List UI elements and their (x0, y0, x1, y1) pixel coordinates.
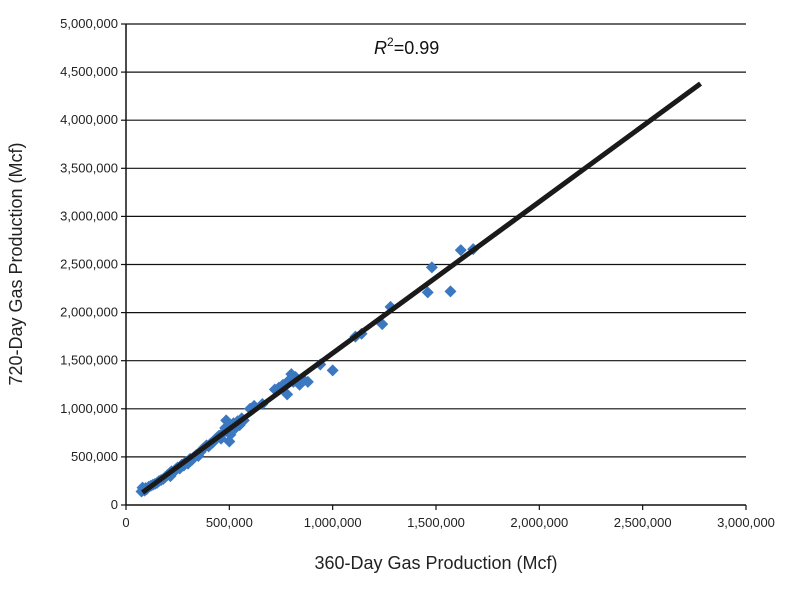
data-point-69 (301, 375, 314, 388)
x-tick-label-6: 3,000,000 (717, 515, 775, 530)
data-point-71 (326, 364, 339, 377)
y-tick-label-1: 500,000 (71, 449, 118, 464)
r-superscript: 2 (387, 35, 394, 49)
trendline (141, 81, 703, 495)
y-tick-labels: 0 500,000 1,000,000 1,500,000 2,000,000 2,500… (60, 16, 118, 512)
data-point-76 (421, 286, 434, 299)
y-tick-label-7: 3,500,000 (60, 160, 118, 175)
y-tick-label-4: 2,000,000 (60, 305, 118, 320)
x-tick-label-4: 2,000,000 (510, 515, 568, 530)
y-tick-label-8: 4,000,000 (60, 112, 118, 127)
x-tick-label-3: 1,500,000 (407, 515, 465, 530)
y-tick-label-0: 0 (111, 497, 118, 512)
y-tick-label-5: 2,500,000 (60, 257, 118, 272)
x-tick-labels: 0 500,000 1,000,000 1,500,000 2,000,000 2,500… (122, 515, 775, 530)
data-point-79 (454, 244, 467, 257)
x-tick-label-1: 500,000 (206, 515, 253, 530)
x-tick-label-0: 0 (122, 515, 129, 530)
x-axis-title: 360-Day Gas Production (Mcf) (314, 553, 557, 573)
data-point-77 (425, 261, 438, 274)
y-tick-label-2: 1,000,000 (60, 401, 118, 416)
y-tick-label-10: 5,000,000 (60, 16, 118, 31)
y-tick-label-3: 1,500,000 (60, 353, 118, 368)
y-axis-title: 720-Day Gas Production (Mcf) (6, 142, 26, 385)
axes (121, 23, 747, 510)
grid-lines (126, 23, 746, 458)
r-value: =0.99 (394, 38, 440, 58)
y-tick-label-9: 4,500,000 (60, 64, 118, 79)
x-tick-label-5: 2,500,000 (614, 515, 672, 530)
x-tick-label-2: 1,000,000 (304, 515, 362, 530)
r-squared-annotation: R2=0.99 (374, 35, 439, 58)
data-point-78 (444, 285, 457, 298)
y-tick-label-6: 3,000,000 (60, 208, 118, 223)
trendline-group (141, 81, 703, 495)
r-label: R (374, 38, 387, 58)
